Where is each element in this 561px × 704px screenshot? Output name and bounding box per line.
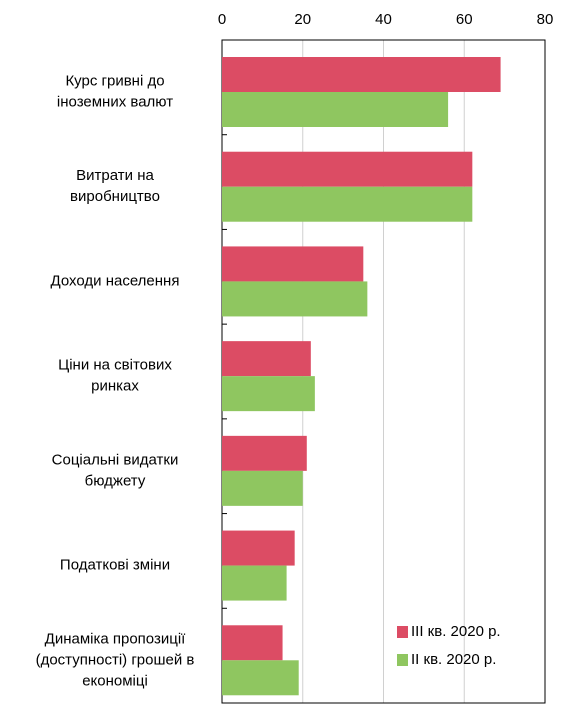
bar [222, 530, 295, 566]
legend-label: III кв. 2020 р. [411, 623, 501, 640]
x-tick-label: 80 [537, 11, 554, 28]
y-tick-label: ринках [91, 378, 139, 395]
y-tick-label: (доступності) грошей в [36, 651, 195, 668]
bar [222, 186, 473, 222]
y-tick-label: економіці [82, 672, 148, 689]
bar [222, 341, 311, 377]
bar [222, 57, 501, 92]
bar [222, 92, 449, 127]
bar [222, 660, 299, 696]
x-tick-label: 20 [294, 11, 311, 28]
bar [222, 246, 364, 282]
bar [222, 151, 473, 187]
y-tick-label: Витрати на [76, 167, 154, 184]
bar [222, 376, 315, 412]
legend-label: II кв. 2020 р. [411, 651, 496, 668]
y-tick-label: Податкові зміни [60, 557, 170, 574]
x-tick-label: 60 [456, 11, 473, 28]
y-tick-label: Соціальні видатки [52, 451, 179, 468]
bar [222, 625, 283, 661]
y-tick-label: бюджету [85, 472, 146, 489]
y-tick-label: іноземних валют [57, 93, 173, 110]
y-tick-label: Ціни на світових [58, 357, 172, 374]
legend-swatch [397, 654, 408, 666]
x-tick-label: 0 [218, 11, 226, 28]
bar [222, 281, 368, 317]
bar [222, 435, 307, 471]
y-tick-label: виробництво [70, 188, 160, 205]
x-tick-label: 40 [375, 11, 392, 28]
y-tick-label: Курс гривні до [65, 72, 164, 89]
bar [222, 470, 303, 506]
bar [222, 565, 287, 601]
y-tick-label: Доходи населення [51, 272, 180, 289]
legend-swatch [397, 626, 408, 638]
y-tick-label: Динаміка пропозиції [45, 630, 186, 647]
